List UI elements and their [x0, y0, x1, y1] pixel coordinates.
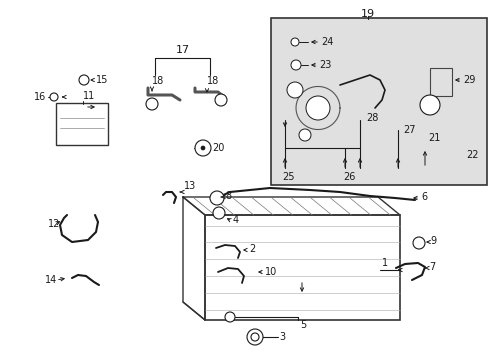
Circle shape	[290, 38, 298, 46]
Circle shape	[305, 96, 329, 120]
Text: 6: 6	[420, 192, 426, 202]
Text: 22: 22	[465, 150, 478, 160]
Text: 5: 5	[299, 320, 305, 330]
Text: 21: 21	[427, 133, 440, 143]
Text: 20: 20	[212, 143, 224, 153]
Bar	[270, 18, 486, 185]
Circle shape	[419, 95, 439, 115]
Circle shape	[215, 94, 226, 106]
Circle shape	[298, 129, 310, 141]
Text: 11: 11	[83, 91, 95, 101]
Text: 1: 1	[381, 258, 387, 268]
Text: 3: 3	[279, 332, 285, 342]
Text: 16: 16	[34, 92, 46, 102]
Text: 19: 19	[360, 9, 374, 19]
Text: 25: 25	[282, 172, 294, 182]
Circle shape	[213, 207, 224, 219]
Text: 9: 9	[429, 236, 435, 246]
Text: 28: 28	[365, 113, 378, 123]
Text: 2: 2	[248, 244, 255, 254]
Text: 10: 10	[264, 267, 277, 277]
Circle shape	[224, 312, 235, 322]
Circle shape	[412, 237, 424, 249]
Text: 13: 13	[183, 181, 196, 191]
Text: 24: 24	[320, 37, 333, 47]
Circle shape	[290, 60, 301, 70]
Text: 8: 8	[224, 191, 231, 201]
Text: 4: 4	[232, 215, 239, 225]
Text: 23: 23	[318, 60, 331, 70]
Text: 18: 18	[152, 76, 164, 86]
Circle shape	[286, 82, 303, 98]
Text: 18: 18	[206, 76, 219, 86]
Circle shape	[79, 75, 89, 85]
Circle shape	[209, 191, 224, 205]
Circle shape	[201, 146, 204, 150]
Text: 14: 14	[45, 275, 57, 285]
Circle shape	[195, 140, 210, 156]
Text: 12: 12	[48, 219, 60, 229]
Bar	[429, 68, 451, 96]
Text: 26: 26	[342, 172, 355, 182]
Text: 29: 29	[462, 75, 474, 85]
Circle shape	[50, 93, 58, 101]
Bar	[56, 103, 108, 145]
Text: 15: 15	[96, 75, 108, 85]
Text: 7: 7	[428, 262, 434, 272]
Circle shape	[246, 329, 263, 345]
Text: 17: 17	[176, 45, 190, 55]
Circle shape	[250, 333, 259, 341]
Bar	[204, 215, 399, 320]
Circle shape	[146, 98, 158, 110]
Text: 27: 27	[402, 125, 415, 135]
